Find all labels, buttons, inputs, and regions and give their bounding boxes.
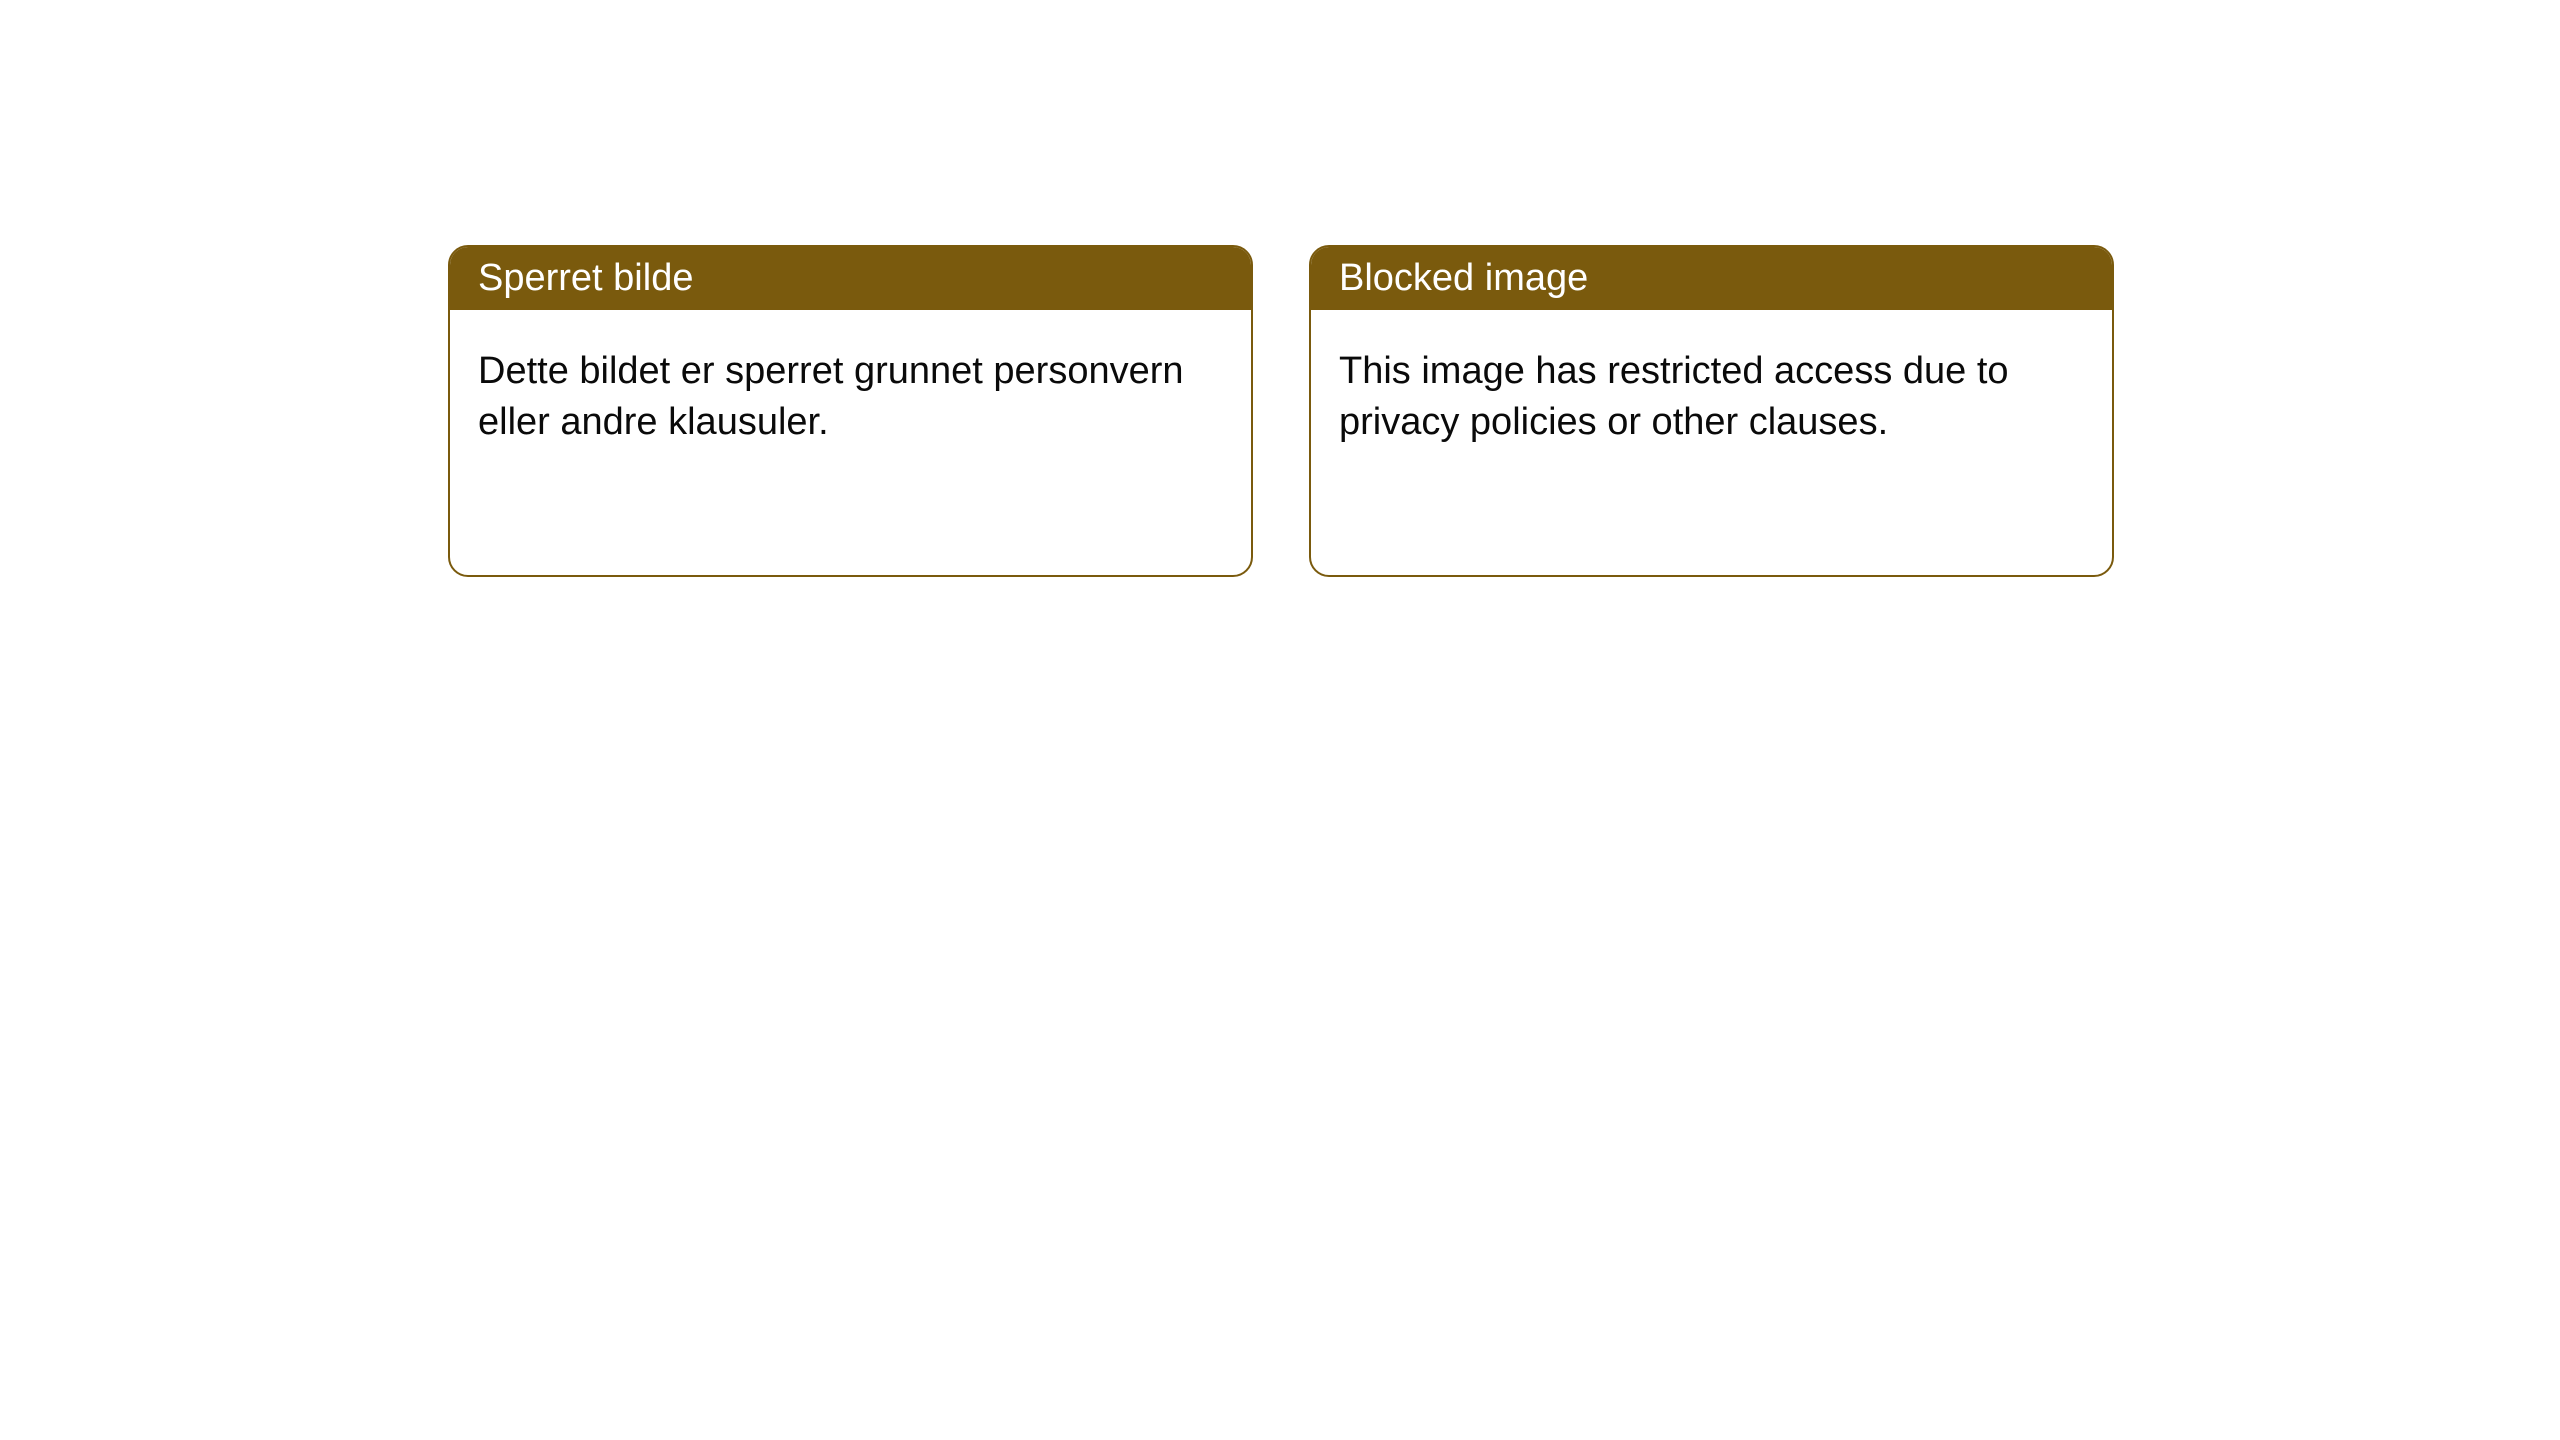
notice-card-title: Blocked image [1339, 257, 1588, 299]
notice-card-header: Blocked image [1311, 247, 2112, 310]
notice-card-norwegian: Sperret bilde Dette bildet er sperret gr… [448, 245, 1253, 577]
notice-card-message: Dette bildet er sperret grunnet personve… [478, 350, 1184, 443]
notice-card-header: Sperret bilde [450, 247, 1251, 310]
notice-card-body: Dette bildet er sperret grunnet personve… [450, 310, 1251, 485]
notice-card-message: This image has restricted access due to … [1339, 350, 2009, 443]
notice-card-title: Sperret bilde [478, 257, 693, 299]
notice-card-english: Blocked image This image has restricted … [1309, 245, 2114, 577]
notice-cards-container: Sperret bilde Dette bildet er sperret gr… [0, 0, 2560, 577]
notice-card-body: This image has restricted access due to … [1311, 310, 2112, 485]
